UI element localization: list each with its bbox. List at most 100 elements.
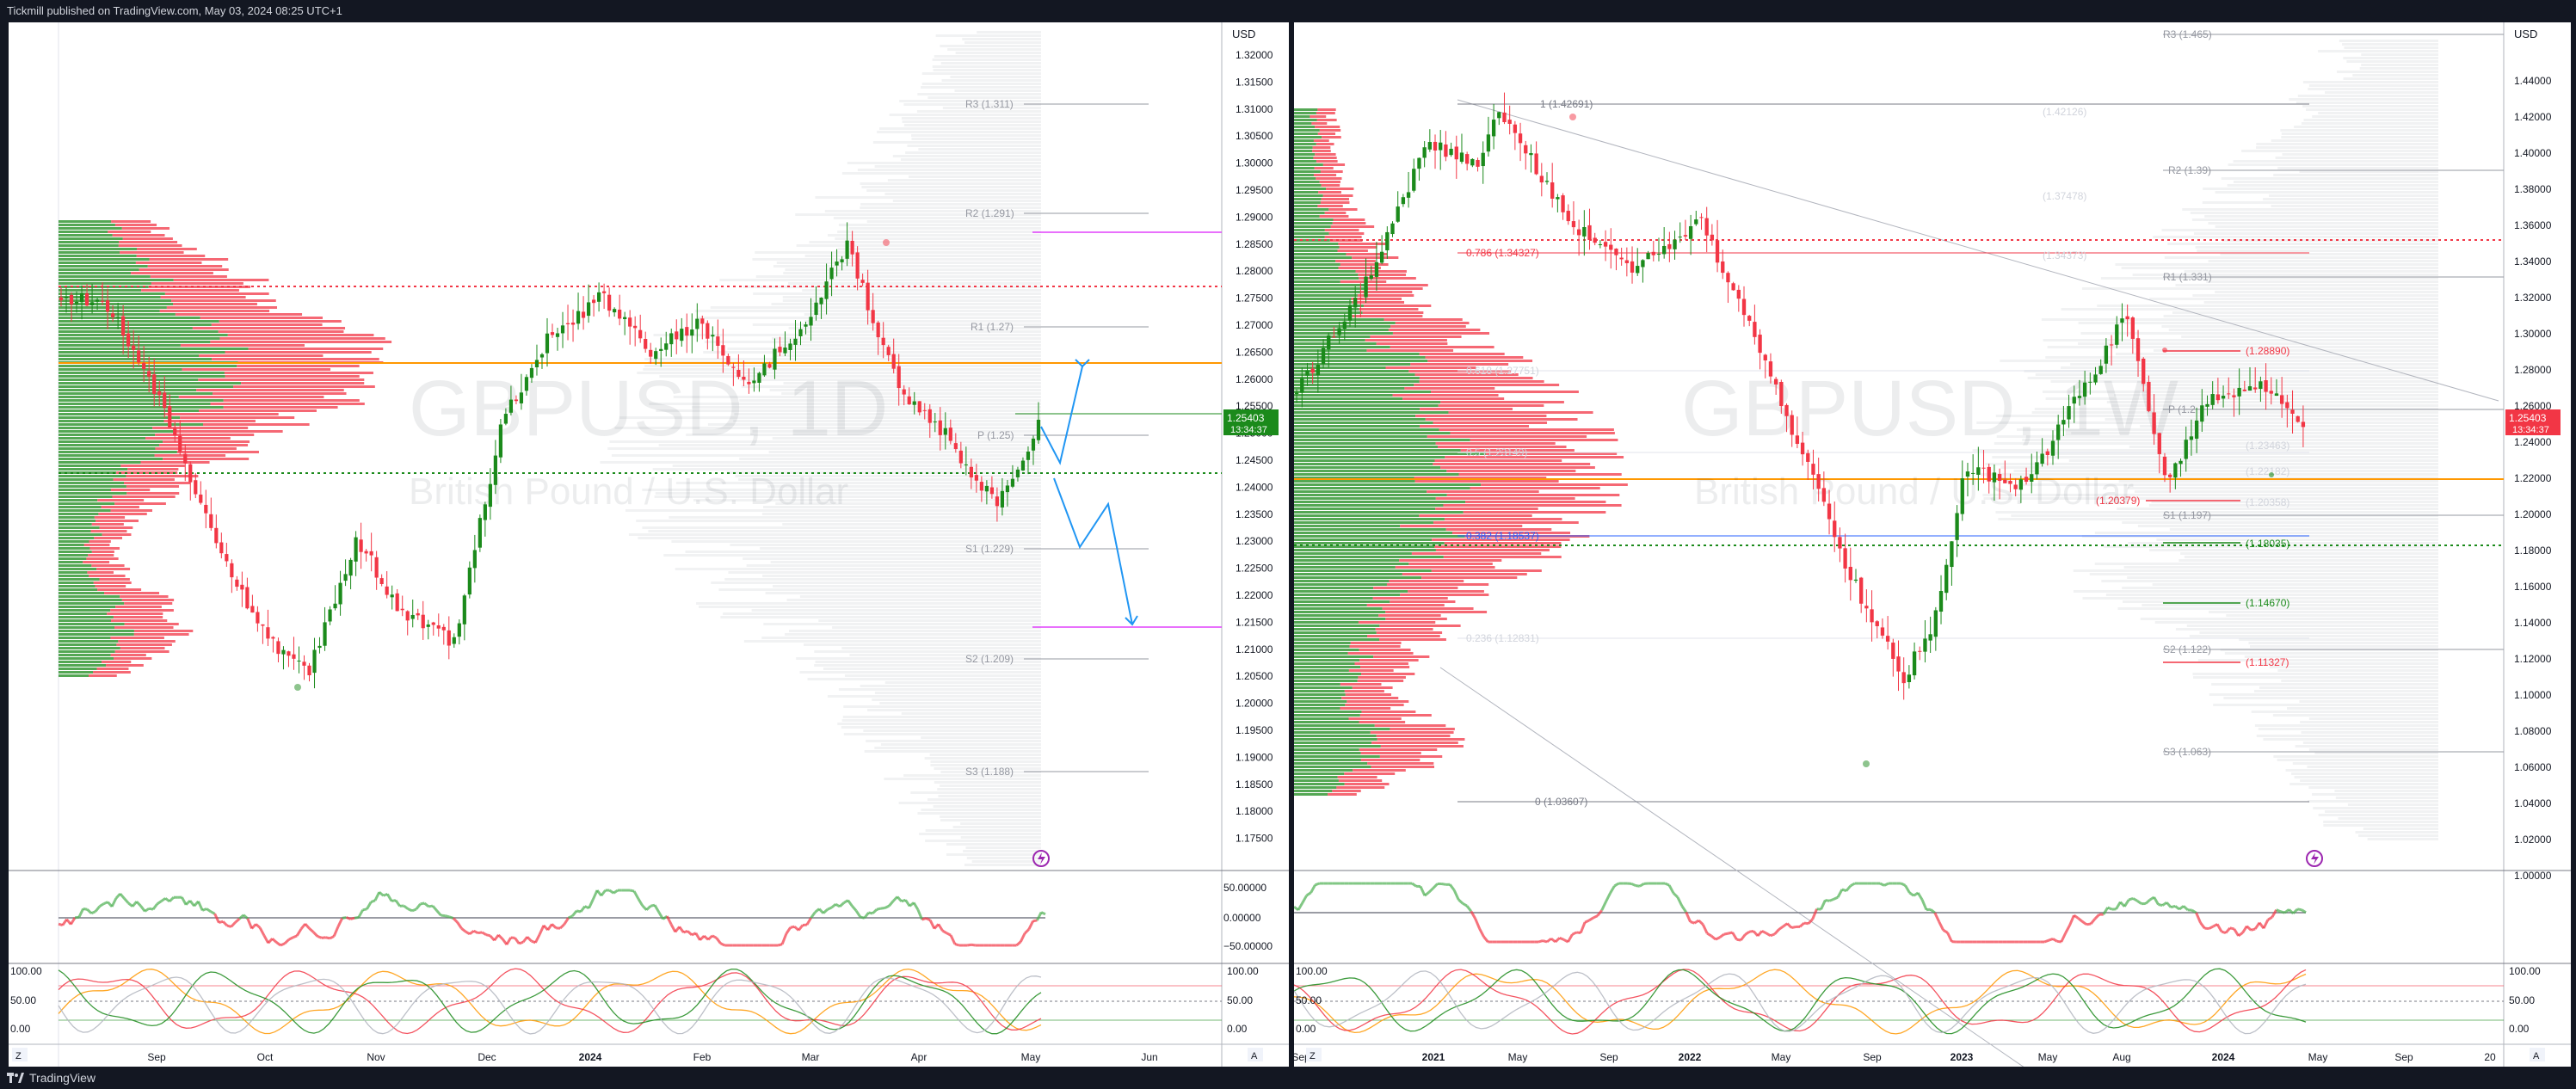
price-tick: 1.12000 <box>2514 653 2552 665</box>
price-tick: 1.20000 <box>2514 508 2552 520</box>
volume-profile-background <box>600 31 1041 866</box>
chart-pane-weekly[interactable]: 1 (1.42691) 0.786 (1.34327) 0.618 (1.277… <box>1294 22 2571 1067</box>
time-tick: 20 <box>2484 1051 2496 1063</box>
price-tick: 1.06000 <box>2514 761 2552 773</box>
time-tick: 2023 <box>1950 1051 1974 1063</box>
level-142126: (1.42126) <box>2043 106 2086 118</box>
price-tick: 1.30500 <box>1236 130 1273 142</box>
fib-0: 0 (1.03607) <box>1535 796 1587 808</box>
price-tick: 1.32000 <box>2514 292 2552 304</box>
watermark-name: British Pound / U.S. Dollar <box>409 471 848 513</box>
level-118035: (1.18035) <box>2246 538 2289 550</box>
momentum-oscillator <box>1294 882 2307 944</box>
price-tick: 1.28000 <box>1236 265 1273 277</box>
price-tick: 1.40000 <box>2514 147 2552 159</box>
price-tick: 1.36000 <box>2514 219 2552 231</box>
zoom-button[interactable] <box>1306 1048 1322 1061</box>
osc2-left-tick-0: 0.00 <box>1296 1023 1316 1035</box>
level-114670: (1.14670) <box>2246 597 2289 609</box>
countdown: 13:34:37 <box>1230 425 1267 435</box>
time-tick: Mar <box>802 1051 820 1063</box>
tradingview-logo-icon <box>7 1073 24 1083</box>
price-tick: 1.29500 <box>1236 184 1273 196</box>
time-tick: Nov <box>367 1051 385 1063</box>
zoom-button-label: Z <box>1310 1051 1316 1061</box>
price-tick: 1.32000 <box>1236 49 1273 61</box>
stochastic-oscillator <box>58 968 1042 1035</box>
pivot-s1: S1 (1.197) <box>2163 509 2211 521</box>
pivot-s2: S2 (1.122) <box>2163 643 2211 655</box>
time-axis[interactable]: Sep 2021 May Sep 2022 May Sep 2023 May Aug 2024 May… <box>1294 1051 2496 1063</box>
price-tick: 1.20500 <box>1236 670 1273 682</box>
osc2-tick-50: 50.00 <box>1227 994 1253 1006</box>
pivot-r3: R3 (1.465) <box>2163 28 2212 40</box>
last-price-badge <box>1223 409 1279 435</box>
price-tick: 1.22000 <box>2514 472 2552 484</box>
price-tick: 1.30000 <box>2514 328 2552 340</box>
pane-divider[interactable] <box>1289 22 1294 1067</box>
price-tick: 1.10000 <box>2514 689 2552 701</box>
watermark-symbol: GBPUSD, 1D <box>409 365 888 452</box>
price-tick: 1.19000 <box>1236 751 1273 763</box>
right-levels: (1.42126) (1.37478) (1.34373) (1.28890) … <box>2043 106 2289 668</box>
time-tick: Apr <box>911 1051 927 1063</box>
price-tick: 1.04000 <box>2514 797 2552 809</box>
osc2-left-tick-50: 50.00 <box>1296 994 1322 1006</box>
price-tick: 1.31000 <box>1236 103 1273 115</box>
pivot-levels: R3 (1.465) R2 (1.39) R1 (1.331) P (1.2 S… <box>2163 28 2504 758</box>
pivot-s3: S3 (1.063) <box>2163 746 2211 758</box>
pivot-r2: R2 (1.291) <box>965 207 1014 219</box>
price-tick: 1.25500 <box>1236 400 1273 412</box>
price-tick: 1.24000 <box>2514 436 2552 448</box>
price-tick: 1.00000 <box>2514 870 2552 882</box>
auto-scale-button[interactable] <box>1248 1048 1263 1061</box>
price-tick: 1.22000 <box>1236 589 1273 601</box>
osc2-left-tick-0: 0.00 <box>10 1023 31 1035</box>
osc1-tick-50: 50.00000 <box>1223 882 1266 894</box>
lightning-icon[interactable] <box>1032 850 1050 867</box>
price-tick: 1.30000 <box>1236 157 1273 169</box>
price-tick: 1.28500 <box>1236 238 1273 250</box>
price-axis[interactable]: 1.32000 1.31500 1.31000 1.30500 1.30000 1.295… <box>1236 49 1273 845</box>
volume-profile-left <box>59 220 392 677</box>
momentum-oscillator <box>58 889 1046 947</box>
price-tick: 1.23000 <box>1236 535 1273 547</box>
chart-pane-daily[interactable]: R3 (1.311) R2 (1.291) R1 (1.27) P (1.25)… <box>9 22 1289 1067</box>
pivot-r1: R1 (1.331) <box>2163 271 2212 283</box>
auto-scale-button[interactable] <box>2530 1048 2545 1061</box>
time-tick: Dec <box>478 1051 496 1063</box>
pivot-s2: S2 (1.209) <box>965 653 1014 665</box>
last-price: 1.25403 <box>1227 412 1265 424</box>
fib-0382: 0.382 (1.18537) <box>1466 530 1539 542</box>
currency-label: USD <box>2514 28 2537 40</box>
price-tick: 1.26000 <box>1236 373 1273 385</box>
level-111327: (1.11327) <box>2246 656 2289 668</box>
osc2-tick-0: 0.00 <box>1227 1023 1248 1035</box>
price-tick: 1.42000 <box>2514 111 2552 123</box>
osc2-tick-100: 100.00 <box>1227 965 1259 977</box>
price-tick: 1.23500 <box>1236 508 1273 520</box>
pivot-s3: S3 (1.188) <box>965 766 1014 778</box>
zoom-button-label: Z <box>15 1051 22 1061</box>
pivot-p: P (1.25) <box>977 429 1014 441</box>
time-tick: Sep <box>147 1051 166 1063</box>
pivot-s1: S1 (1.229) <box>965 543 1014 555</box>
price-tick: 1.26500 <box>1236 346 1273 358</box>
pivot-p: P (1.2 <box>2168 403 2196 415</box>
tradingview-brand: TradingView <box>29 1071 96 1085</box>
price-tick: 1.16000 <box>2514 581 2552 593</box>
watermark-name: British Pound / U.S. Dollar <box>1694 471 2134 513</box>
time-axis[interactable]: Sep Oct Nov Dec 2024 Feb Mar Apr May Jun <box>147 1051 1157 1063</box>
osc1-tick-neg50: −50.00000 <box>1223 940 1273 952</box>
pivot-r1: R1 (1.27) <box>971 321 1014 333</box>
tradingview-footer: TradingView <box>0 1067 2576 1089</box>
price-axis[interactable]: 1.44000 1.42000 1.40000 1.38000 1.36000 1.340… <box>2514 75 2552 882</box>
osc2-tick-100: 100.00 <box>2509 965 2541 977</box>
price-tick: 1.27000 <box>1236 319 1273 331</box>
volume-profile-left <box>1294 108 1628 796</box>
zoom-button[interactable] <box>12 1048 28 1061</box>
lightning-icon[interactable] <box>2306 850 2323 867</box>
watermark-symbol: GBPUSD, 1W <box>1681 365 2179 452</box>
price-tick: 1.14000 <box>2514 617 2552 629</box>
time-tick: 2024 <box>2212 1051 2235 1063</box>
